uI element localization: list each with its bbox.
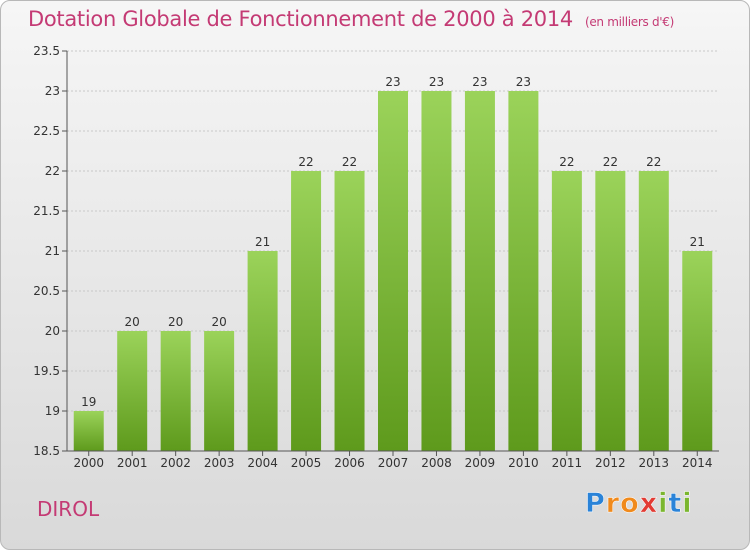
- y-tick-label: 19.5: [33, 364, 60, 378]
- x-tick-label: 2011: [552, 456, 583, 470]
- x-tick-label: 2008: [421, 456, 452, 470]
- data-label: 22: [298, 155, 313, 169]
- x-tick-label: 2007: [378, 456, 409, 470]
- proxiti-logo: Proxiti: [585, 488, 693, 520]
- bar: [160, 331, 191, 451]
- bar: [291, 171, 322, 451]
- chart-title: Dotation Globale de Fonctionnement de 20…: [28, 7, 674, 31]
- axes: [62, 50, 719, 456]
- x-tick-label: 2000: [73, 456, 104, 470]
- bar: [421, 91, 452, 451]
- x-tick-label: 2001: [117, 456, 148, 470]
- bar: [378, 91, 408, 451]
- y-tick-label: 18.5: [33, 444, 60, 458]
- x-tick-label: 2004: [247, 456, 278, 470]
- x-tick-label: 2005: [291, 456, 322, 470]
- commune-name: DIROL: [37, 497, 100, 521]
- data-label: 22: [646, 155, 661, 169]
- y-tick-label: 21: [45, 244, 60, 258]
- data-label: 22: [603, 155, 618, 169]
- bars: [73, 91, 713, 451]
- x-tick-label: 2012: [595, 456, 626, 470]
- bar: [595, 171, 626, 451]
- logo-letter: i: [682, 488, 693, 520]
- y-tick-label: 20.5: [33, 284, 60, 298]
- logo-letter: P: [585, 488, 606, 520]
- bar: [334, 171, 365, 451]
- logo-letter: r: [605, 488, 621, 520]
- data-label: 23: [385, 75, 400, 89]
- x-tick-label: 2010: [508, 456, 539, 470]
- logo-letter: i: [658, 488, 669, 520]
- x-tick-label: 2009: [465, 456, 496, 470]
- y-tick-label: 21.5: [33, 204, 60, 218]
- data-label: 21: [255, 235, 270, 249]
- data-label: 20: [168, 315, 183, 329]
- x-tick-label: 2013: [639, 456, 670, 470]
- data-label: 19: [81, 395, 96, 409]
- bar: [117, 331, 148, 451]
- bar: [551, 171, 582, 451]
- x-tick-label: 2006: [334, 456, 365, 470]
- data-label: 20: [125, 315, 140, 329]
- labels: 18.5 19 19.5 20 20.5 21 21.5 22 22.5 23 23.5 19 2000…: [33, 44, 712, 470]
- x-tick-label: 2003: [204, 456, 235, 470]
- data-label: 22: [559, 155, 574, 169]
- bar: [204, 331, 235, 451]
- bar: [638, 171, 669, 451]
- data-label: 22: [342, 155, 357, 169]
- bar: [247, 251, 278, 451]
- data-label: 23: [516, 75, 531, 89]
- y-tick-label: 20: [45, 324, 60, 338]
- y-tick-label: 22.5: [33, 124, 60, 138]
- bar: [73, 411, 104, 451]
- bar: [508, 91, 539, 451]
- bar: [464, 91, 495, 451]
- logo-letter: o: [620, 488, 640, 520]
- data-label: 23: [472, 75, 487, 89]
- data-label: 21: [690, 235, 705, 249]
- y-tick-label: 23.5: [33, 44, 60, 58]
- y-tick-label: 23: [45, 84, 60, 98]
- y-tick-label: 22: [45, 164, 60, 178]
- logo-letter: x: [639, 488, 659, 520]
- y-tick-label: 19: [45, 404, 60, 418]
- title-text: Dotation Globale de Fonctionnement de 20…: [28, 7, 573, 31]
- data-label: 23: [429, 75, 444, 89]
- bar: [682, 251, 713, 451]
- x-tick-label: 2014: [682, 456, 713, 470]
- unit-label: (en milliers d'€): [584, 15, 674, 29]
- x-tick-label: 2002: [160, 456, 191, 470]
- logo-letter: t: [668, 488, 683, 520]
- data-label: 20: [211, 315, 226, 329]
